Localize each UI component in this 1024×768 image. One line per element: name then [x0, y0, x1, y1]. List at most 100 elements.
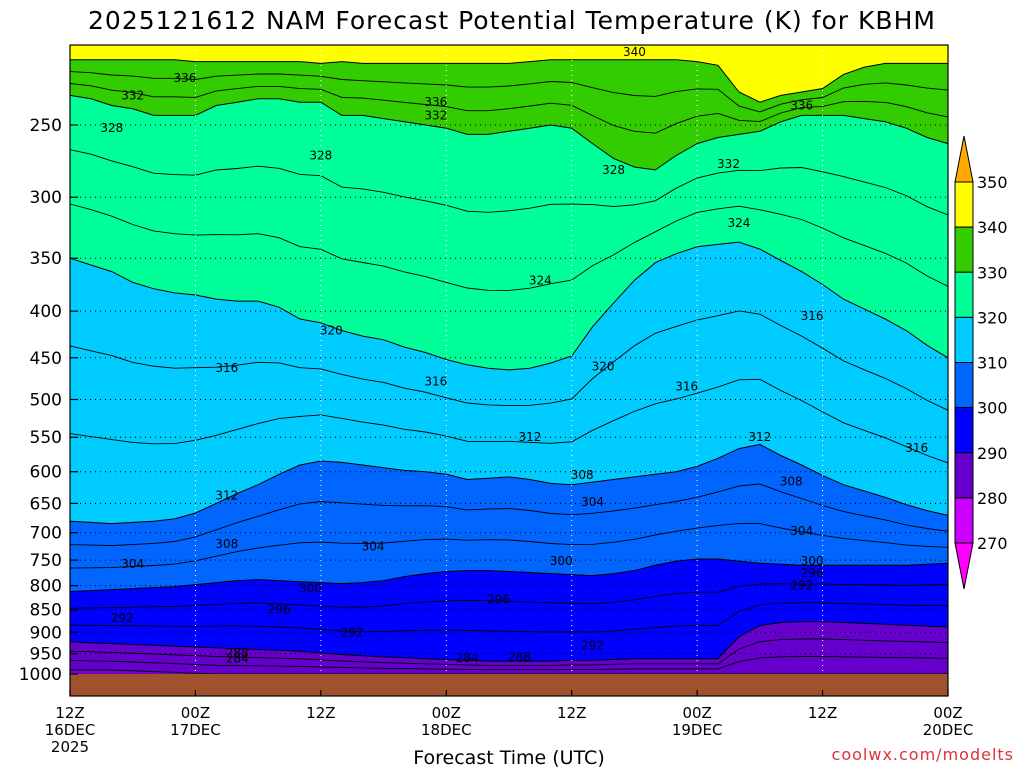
contour-line: [69, 378, 949, 464]
contour-line: [69, 149, 949, 216]
contour-label: 292: [111, 611, 134, 625]
contour-line: [69, 83, 949, 134]
contour-label: 324: [529, 273, 552, 287]
legend-bottom-arrow: [954, 542, 974, 590]
contour-lines: [69, 59, 949, 675]
contour-label: 284: [456, 651, 479, 665]
contour-line: [69, 71, 949, 113]
x-tick-label: 19DEC: [672, 721, 723, 739]
contour-label: 296: [487, 592, 510, 606]
contour-label: 320: [592, 359, 615, 373]
x-tick-label: 18DEC: [421, 721, 472, 739]
contour-label: 340: [623, 45, 646, 59]
boundary-330-340: [69, 94, 949, 171]
contour-line: [69, 583, 949, 609]
legend-level-label: 310: [977, 354, 1008, 373]
y-tick-label: 800: [30, 577, 62, 597]
contour-label: 316: [801, 309, 824, 323]
contour-label: 332: [424, 108, 447, 122]
contour-line: [69, 310, 949, 411]
contour-line: [69, 638, 949, 666]
contour-label: 304: [121, 557, 144, 571]
ground-surface: [70, 674, 948, 696]
legend-swatch: [954, 181, 974, 228]
contour-label: 328: [100, 121, 123, 135]
color-legend: 350 340 330 320 310 300 290 280 270: [954, 135, 1008, 590]
legend-level-label: 330: [977, 263, 1008, 282]
contour-label: 328: [309, 148, 332, 162]
x-tick-label: 00Z: [933, 704, 962, 722]
contour-label: 336: [174, 71, 197, 85]
y-tick-label: 550: [30, 428, 62, 448]
plot-frame: [69, 44, 949, 697]
legend-swatch: [954, 497, 974, 544]
y-tick-label: 250: [30, 116, 62, 136]
y-tick-label: 400: [30, 302, 62, 322]
contour-label: 328: [602, 163, 625, 177]
legend-level-label: 300: [977, 399, 1008, 418]
legend-level-label: 320: [977, 308, 1008, 327]
contour-label: 332: [121, 88, 144, 102]
x-tick-label: 16DEC: [45, 721, 96, 739]
x-tick-label: 12Z: [306, 704, 335, 722]
x-tick-label: 00Z: [181, 704, 210, 722]
contour-label: 296: [801, 566, 824, 580]
contour-label: 300: [550, 554, 573, 568]
contour-label: 312: [215, 488, 238, 502]
contour-label: 336: [424, 95, 447, 109]
contour-label: 336: [790, 99, 813, 113]
contour-label: 304: [581, 495, 604, 509]
y-tick-label: 950: [30, 645, 62, 665]
boundary-340-350: [70, 59, 948, 103]
contour-label: 308: [215, 537, 238, 551]
contour-label: 308: [571, 468, 594, 482]
contour-label: 308: [780, 474, 803, 488]
x-tick-label: 12Z: [55, 704, 84, 722]
legend-swatch: [954, 362, 974, 409]
contour-label: 288: [226, 646, 249, 660]
contour-label: 304: [362, 540, 385, 554]
contour-label: 316: [905, 441, 928, 455]
legend-swatch: [954, 271, 974, 318]
contour-label: 292: [790, 579, 813, 593]
x-axis-label: Forecast Time (UTC): [413, 747, 604, 768]
contour-label: 332: [717, 157, 740, 171]
band-300-310: [70, 559, 948, 674]
legend-level-label: 350: [977, 173, 1008, 192]
boundary-300-310: [69, 558, 949, 592]
contour-label: 324: [727, 216, 750, 230]
credit-text: coolwx.com/modelts: [832, 745, 1014, 764]
y-tick-label: 600: [30, 463, 62, 483]
contour-label: 292: [341, 625, 364, 639]
contour-label: 320: [320, 323, 343, 337]
temperature-bands: [70, 59, 948, 674]
legend-top-arrow: [954, 135, 974, 183]
y-tick-label: 450: [30, 349, 62, 369]
y-tick-label: 700: [30, 524, 62, 544]
band-280-290: [70, 670, 948, 674]
boundary-310-320: [69, 443, 949, 525]
legend-swatch: [954, 407, 974, 454]
y-tick-label: 500: [30, 391, 62, 411]
contour-label: 312: [518, 430, 541, 444]
legend-level-label: 290: [977, 444, 1008, 463]
boundary-320-330: [69, 241, 949, 371]
contour-label: 296: [268, 603, 291, 617]
y-tick-label: 650: [30, 494, 62, 514]
boundary-290-300: [69, 621, 949, 662]
y-tick-label: 900: [30, 623, 62, 643]
chart-title: 2025121612 NAM Forecast Potential Temper…: [88, 6, 936, 35]
x-tick-label: 2025: [51, 738, 89, 756]
legend-swatch: [954, 316, 974, 363]
legend-swatch: [954, 452, 974, 499]
contour-label: 316: [215, 361, 238, 375]
contour-line: [69, 203, 949, 291]
y-tick-label: 750: [30, 551, 62, 571]
y-axis-ticks: 2503003504004505005506006507007508008509…: [19, 116, 78, 685]
contour-label: 304: [790, 524, 813, 538]
x-tick-label: 20DEC: [923, 721, 974, 739]
contour-label: 300: [299, 582, 322, 596]
contour-label: 316: [675, 380, 698, 394]
